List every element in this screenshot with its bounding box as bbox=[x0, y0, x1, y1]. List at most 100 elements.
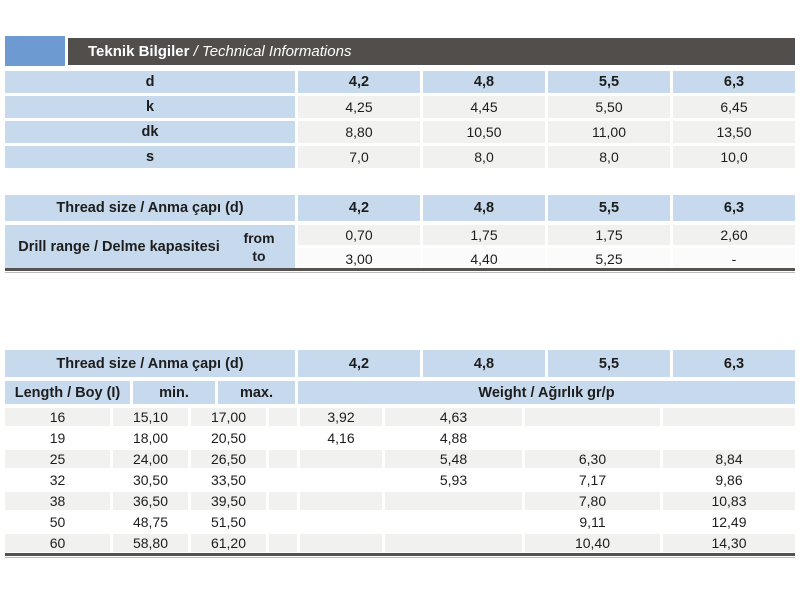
thread-size-header: Thread size / Anma çapı (d) bbox=[5, 195, 295, 221]
to-label: to bbox=[252, 248, 266, 264]
table-bottom-rule bbox=[5, 553, 795, 556]
max-cell: 33,50 bbox=[210, 472, 247, 488]
weight-table-body: 16 15,10 17,00 3,92 4,63 19 18,00 20,50 … bbox=[5, 408, 795, 552]
weight-cell: 14,30 bbox=[663, 534, 795, 552]
weight-cell bbox=[525, 408, 660, 426]
length-cell: 32 bbox=[49, 472, 66, 488]
weight-cell: 10,83 bbox=[663, 492, 795, 510]
max-cell: 39,50 bbox=[191, 492, 266, 510]
header-accent-square bbox=[5, 36, 65, 66]
dk-value: 13,50 bbox=[673, 121, 795, 143]
k-value: 6,45 bbox=[673, 96, 795, 118]
dk-value: 11,00 bbox=[548, 121, 670, 143]
max-cell: 20,50 bbox=[210, 430, 247, 446]
drill-range-label-cell: Drill range / Delme kapasitesi from to bbox=[5, 225, 295, 269]
drill-range-label: Drill range / Delme kapasitesi bbox=[18, 239, 220, 255]
max-header: max. bbox=[218, 381, 295, 404]
weight-cell: 4,16 bbox=[327, 430, 355, 446]
row-label-d: d bbox=[5, 71, 295, 93]
thread-size-value: 6,3 bbox=[673, 350, 795, 377]
length-cell: 50 bbox=[49, 514, 66, 530]
min-cell: 30,50 bbox=[132, 472, 169, 488]
min-cell: 15,10 bbox=[113, 408, 188, 426]
length-header: Length / Boy (I) bbox=[5, 381, 130, 404]
spacer-cell bbox=[269, 534, 297, 552]
thread-size-value: 4,8 bbox=[423, 350, 545, 377]
weight-cell: 8,84 bbox=[663, 450, 795, 468]
row-label-k: k bbox=[5, 96, 295, 118]
weight-cell: 9,11 bbox=[579, 514, 606, 530]
drill-to-value: 5,25 bbox=[548, 248, 670, 269]
weight-cell bbox=[663, 408, 795, 426]
weight-header: Weight / Ağırlık gr/p bbox=[298, 381, 795, 404]
length-cell: 19 bbox=[49, 430, 66, 446]
drill-from-value: 1,75 bbox=[548, 225, 670, 245]
thread-size-value: 4,2 bbox=[298, 350, 420, 377]
weight-cell bbox=[525, 429, 660, 447]
weight-cell bbox=[300, 450, 382, 468]
drill-to-value: 4,40 bbox=[423, 248, 545, 269]
weight-cell: 4,63 bbox=[385, 408, 522, 426]
weight-cell bbox=[300, 492, 382, 510]
page-title: Teknik Bilgiler bbox=[88, 43, 190, 60]
section-divider-rule-shadow bbox=[5, 272, 795, 273]
thread-size-value: 5,5 bbox=[548, 195, 670, 221]
spacer-cell bbox=[269, 408, 297, 426]
spacer-cell bbox=[269, 471, 297, 489]
drill-range-values: 0,70 1,75 1,75 2,60 3,00 4,40 5,25 - bbox=[298, 225, 795, 269]
thread-size-value: 6,3 bbox=[673, 195, 795, 221]
min-cell: 24,00 bbox=[113, 450, 188, 468]
drill-from-value: 1,75 bbox=[423, 225, 545, 245]
s-value: 8,0 bbox=[548, 146, 670, 168]
thread-size-header: Thread size / Anma çapı (d) bbox=[5, 350, 295, 377]
thread-size-value: 4,8 bbox=[423, 195, 545, 221]
min-cell: 36,50 bbox=[113, 492, 188, 510]
d-value: 6,3 bbox=[673, 71, 795, 93]
spacer-cell bbox=[269, 450, 297, 468]
table-bottom-rule-shadow bbox=[5, 557, 795, 558]
section-divider-rule bbox=[5, 268, 795, 271]
weight-cell: 3,92 bbox=[300, 408, 382, 426]
weight-cell: 7,17 bbox=[578, 472, 607, 488]
k-value: 5,50 bbox=[548, 96, 670, 118]
spacer-cell bbox=[269, 513, 297, 531]
d-value: 5,5 bbox=[548, 71, 670, 93]
k-value: 4,25 bbox=[298, 96, 420, 118]
weight-cell bbox=[300, 513, 382, 531]
row-label-dk: dk bbox=[5, 121, 295, 143]
row-label-s: s bbox=[5, 146, 295, 168]
weight-cell: 5,48 bbox=[385, 450, 522, 468]
weight-cell bbox=[300, 534, 382, 552]
dk-value: 10,50 bbox=[423, 121, 545, 143]
weight-cell: 5,93 bbox=[439, 472, 468, 488]
min-cell: 58,80 bbox=[113, 534, 188, 552]
weight-cell: 7,80 bbox=[525, 492, 660, 510]
length-cell: 38 bbox=[5, 492, 110, 510]
weight-cell: 9,86 bbox=[715, 472, 743, 488]
weight-cell bbox=[385, 492, 522, 510]
drill-range-table-header: Thread size / Anma çapı (d) 4,2 4,8 5,5 … bbox=[5, 195, 795, 221]
length-cell: 16 bbox=[5, 408, 110, 426]
from-label: from bbox=[243, 229, 275, 246]
dimensions-table: d 4,2 4,8 5,5 6,3 k 4,25 4,45 5,50 6,45 … bbox=[5, 71, 795, 168]
min-header: min. bbox=[133, 381, 215, 404]
weight-cell bbox=[385, 513, 522, 531]
drill-to-value: 3,00 bbox=[298, 248, 420, 269]
header-title-bar: Teknik Bilgiler / Technical Informations bbox=[68, 38, 795, 65]
drill-to-value: - bbox=[673, 248, 795, 269]
s-value: 7,0 bbox=[298, 146, 420, 168]
spacer-cell bbox=[269, 429, 297, 447]
drill-from-value: 0,70 bbox=[298, 225, 420, 245]
d-value: 4,8 bbox=[423, 71, 545, 93]
thread-size-value: 4,2 bbox=[298, 195, 420, 221]
weight-cell: 12,49 bbox=[711, 514, 747, 530]
max-cell: 51,50 bbox=[210, 514, 247, 530]
weight-table-thread-header: Thread size / Anma çapı (d) 4,2 4,8 5,5 … bbox=[5, 350, 795, 377]
weight-cell bbox=[385, 534, 522, 552]
min-cell: 18,00 bbox=[132, 430, 169, 446]
dk-value: 8,80 bbox=[298, 121, 420, 143]
length-cell: 25 bbox=[5, 450, 110, 468]
max-cell: 61,20 bbox=[191, 534, 266, 552]
drill-from-value: 2,60 bbox=[673, 225, 795, 245]
